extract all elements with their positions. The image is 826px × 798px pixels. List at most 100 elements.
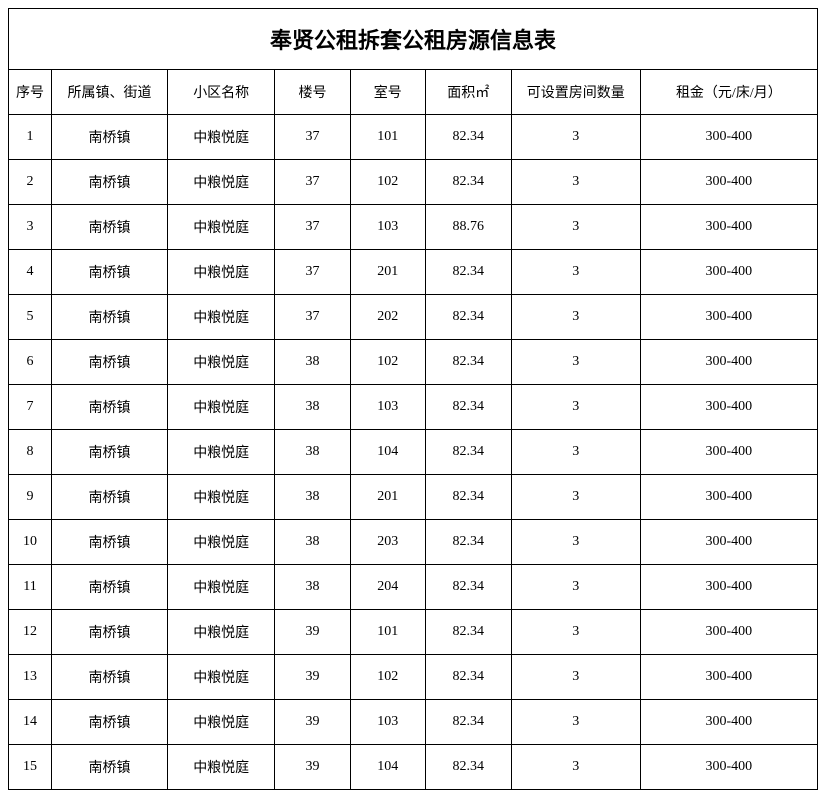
table-cell: 300-400 — [640, 655, 817, 700]
table-row: 11南桥镇中粮悦庭3820482.343300-400 — [9, 565, 818, 610]
table-cell: 201 — [350, 475, 425, 520]
table-cell: 中粮悦庭 — [167, 340, 274, 385]
column-header: 楼号 — [275, 70, 350, 115]
table-cell: 南桥镇 — [51, 115, 167, 160]
table-cell: 102 — [350, 655, 425, 700]
table-cell: 103 — [350, 205, 425, 250]
table-cell: 38 — [275, 520, 350, 565]
table-cell: 39 — [275, 745, 350, 790]
table-row: 13南桥镇中粮悦庭3910282.343300-400 — [9, 655, 818, 700]
table-row: 15南桥镇中粮悦庭3910482.343300-400 — [9, 745, 818, 790]
table-cell: 300-400 — [640, 565, 817, 610]
table-row: 8南桥镇中粮悦庭3810482.343300-400 — [9, 430, 818, 475]
table-cell: 中粮悦庭 — [167, 475, 274, 520]
table-row: 10南桥镇中粮悦庭3820382.343300-400 — [9, 520, 818, 565]
table-row: 7南桥镇中粮悦庭3810382.343300-400 — [9, 385, 818, 430]
table-cell: 3 — [511, 295, 640, 340]
table-cell: 300-400 — [640, 475, 817, 520]
table-cell: 中粮悦庭 — [167, 115, 274, 160]
table-cell: 南桥镇 — [51, 565, 167, 610]
table-cell: 38 — [275, 430, 350, 475]
table-cell: 82.34 — [425, 160, 511, 205]
housing-info-table-container: 奉贤公租拆套公租房源信息表 序号所属镇、街道小区名称楼号室号面积㎡可设置房间数量… — [8, 8, 818, 790]
table-row: 2南桥镇中粮悦庭3710282.343300-400 — [9, 160, 818, 205]
table-cell: 3 — [511, 205, 640, 250]
table-cell: 中粮悦庭 — [167, 520, 274, 565]
table-cell: 37 — [275, 295, 350, 340]
table-cell: 南桥镇 — [51, 430, 167, 475]
table-cell: 37 — [275, 205, 350, 250]
table-cell: 南桥镇 — [51, 520, 167, 565]
table-cell: 南桥镇 — [51, 655, 167, 700]
table-cell: 104 — [350, 430, 425, 475]
table-cell: 300-400 — [640, 115, 817, 160]
table-cell: 13 — [9, 655, 52, 700]
table-cell: 南桥镇 — [51, 610, 167, 655]
table-cell: 南桥镇 — [51, 745, 167, 790]
table-cell: 88.76 — [425, 205, 511, 250]
table-cell: 103 — [350, 385, 425, 430]
table-cell: 204 — [350, 565, 425, 610]
table-cell: 102 — [350, 340, 425, 385]
table-cell: 中粮悦庭 — [167, 385, 274, 430]
table-cell: 12 — [9, 610, 52, 655]
table-row: 4南桥镇中粮悦庭3720182.343300-400 — [9, 250, 818, 295]
housing-info-table: 奉贤公租拆套公租房源信息表 序号所属镇、街道小区名称楼号室号面积㎡可设置房间数量… — [8, 8, 818, 790]
table-cell: 3 — [511, 430, 640, 475]
table-cell: 38 — [275, 340, 350, 385]
table-cell: 中粮悦庭 — [167, 745, 274, 790]
table-cell: 3 — [9, 205, 52, 250]
table-cell: 15 — [9, 745, 52, 790]
table-cell: 101 — [350, 610, 425, 655]
table-cell: 中粮悦庭 — [167, 205, 274, 250]
table-cell: 中粮悦庭 — [167, 430, 274, 475]
table-cell: 6 — [9, 340, 52, 385]
table-body: 1南桥镇中粮悦庭3710182.343300-4002南桥镇中粮悦庭371028… — [9, 115, 818, 790]
header-row: 序号所属镇、街道小区名称楼号室号面积㎡可设置房间数量租金（元/床/月） — [9, 70, 818, 115]
table-row: 1南桥镇中粮悦庭3710182.343300-400 — [9, 115, 818, 160]
table-cell: 南桥镇 — [51, 340, 167, 385]
table-cell: 300-400 — [640, 610, 817, 655]
table-cell: 82.34 — [425, 610, 511, 655]
table-row: 6南桥镇中粮悦庭3810282.343300-400 — [9, 340, 818, 385]
table-cell: 中粮悦庭 — [167, 160, 274, 205]
table-cell: 3 — [511, 520, 640, 565]
table-cell: 37 — [275, 250, 350, 295]
table-cell: 82.34 — [425, 250, 511, 295]
table-cell: 300-400 — [640, 520, 817, 565]
table-cell: 300-400 — [640, 250, 817, 295]
column-header: 租金（元/床/月） — [640, 70, 817, 115]
table-cell: 82.34 — [425, 115, 511, 160]
table-cell: 102 — [350, 160, 425, 205]
column-header: 面积㎡ — [425, 70, 511, 115]
table-cell: 37 — [275, 115, 350, 160]
table-cell: 203 — [350, 520, 425, 565]
table-cell: 3 — [511, 115, 640, 160]
table-cell: 3 — [511, 655, 640, 700]
table-row: 9南桥镇中粮悦庭3820182.343300-400 — [9, 475, 818, 520]
table-cell: 中粮悦庭 — [167, 610, 274, 655]
table-cell: 101 — [350, 115, 425, 160]
table-cell: 82.34 — [425, 340, 511, 385]
table-row: 3南桥镇中粮悦庭3710388.763300-400 — [9, 205, 818, 250]
table-cell: 300-400 — [640, 205, 817, 250]
table-cell: 中粮悦庭 — [167, 655, 274, 700]
table-cell: 300-400 — [640, 160, 817, 205]
table-cell: 南桥镇 — [51, 160, 167, 205]
table-cell: 82.34 — [425, 385, 511, 430]
table-cell: 3 — [511, 340, 640, 385]
table-cell: 300-400 — [640, 340, 817, 385]
table-cell: 39 — [275, 655, 350, 700]
table-cell: 37 — [275, 160, 350, 205]
table-cell: 82.34 — [425, 475, 511, 520]
table-cell: 中粮悦庭 — [167, 565, 274, 610]
table-cell: 82.34 — [425, 295, 511, 340]
table-cell: 300-400 — [640, 430, 817, 475]
table-cell: 7 — [9, 385, 52, 430]
table-row: 12南桥镇中粮悦庭3910182.343300-400 — [9, 610, 818, 655]
table-cell: 82.34 — [425, 655, 511, 700]
column-header: 小区名称 — [167, 70, 274, 115]
column-header: 可设置房间数量 — [511, 70, 640, 115]
table-cell: 3 — [511, 475, 640, 520]
table-cell: 南桥镇 — [51, 475, 167, 520]
